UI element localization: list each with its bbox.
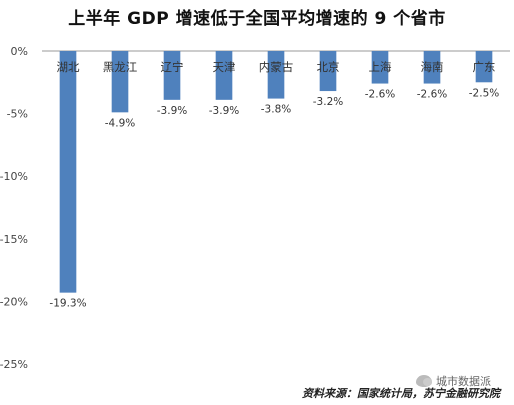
y-tick-label: -10%: [0, 170, 28, 183]
category-label: 上海: [369, 60, 392, 74]
chart-title: 上半年 GDP 增速低于全国平均增速的 9 个省市: [68, 9, 446, 29]
bar: [423, 51, 441, 84]
category-label: 北京: [317, 60, 340, 74]
data-label: -19.3%: [49, 298, 86, 310]
bar: [319, 51, 337, 92]
data-label: -3.9%: [157, 105, 187, 117]
source-note: 资料来源：国家统计局，苏宁金融研究院: [302, 387, 500, 400]
wechat-icon: [416, 375, 432, 387]
bar: [371, 51, 389, 84]
data-label: -4.9%: [105, 117, 135, 129]
y-tick-label: -25%: [0, 358, 28, 371]
bar: [163, 51, 181, 100]
data-label: -3.8%: [261, 104, 291, 116]
bar: [59, 51, 77, 293]
category-label: 天津: [213, 60, 236, 74]
watermark-text: 城市数据派: [436, 375, 491, 388]
y-tick-label: -15%: [0, 233, 28, 246]
watermark: 城市数据派: [416, 373, 491, 389]
y-tick-label: -5%: [7, 108, 28, 121]
bar: [215, 51, 233, 100]
data-label: -3.2%: [313, 96, 343, 108]
y-tick-label: -20%: [0, 295, 28, 308]
data-label: -2.5%: [469, 87, 499, 99]
category-label: 广东: [473, 60, 496, 74]
category-label: 内蒙古: [259, 60, 294, 74]
bar: [475, 51, 493, 83]
bar: [267, 51, 285, 99]
category-label: 辽宁: [161, 60, 184, 74]
data-label: -2.6%: [365, 89, 395, 101]
bar: [111, 51, 129, 113]
y-tick-label: 0%: [11, 45, 28, 58]
category-label: 黑龙江: [103, 60, 138, 74]
data-label: -3.9%: [209, 105, 239, 117]
category-label: 湖北: [57, 60, 80, 74]
category-label: 海南: [421, 60, 444, 74]
data-label: -2.6%: [417, 89, 447, 101]
